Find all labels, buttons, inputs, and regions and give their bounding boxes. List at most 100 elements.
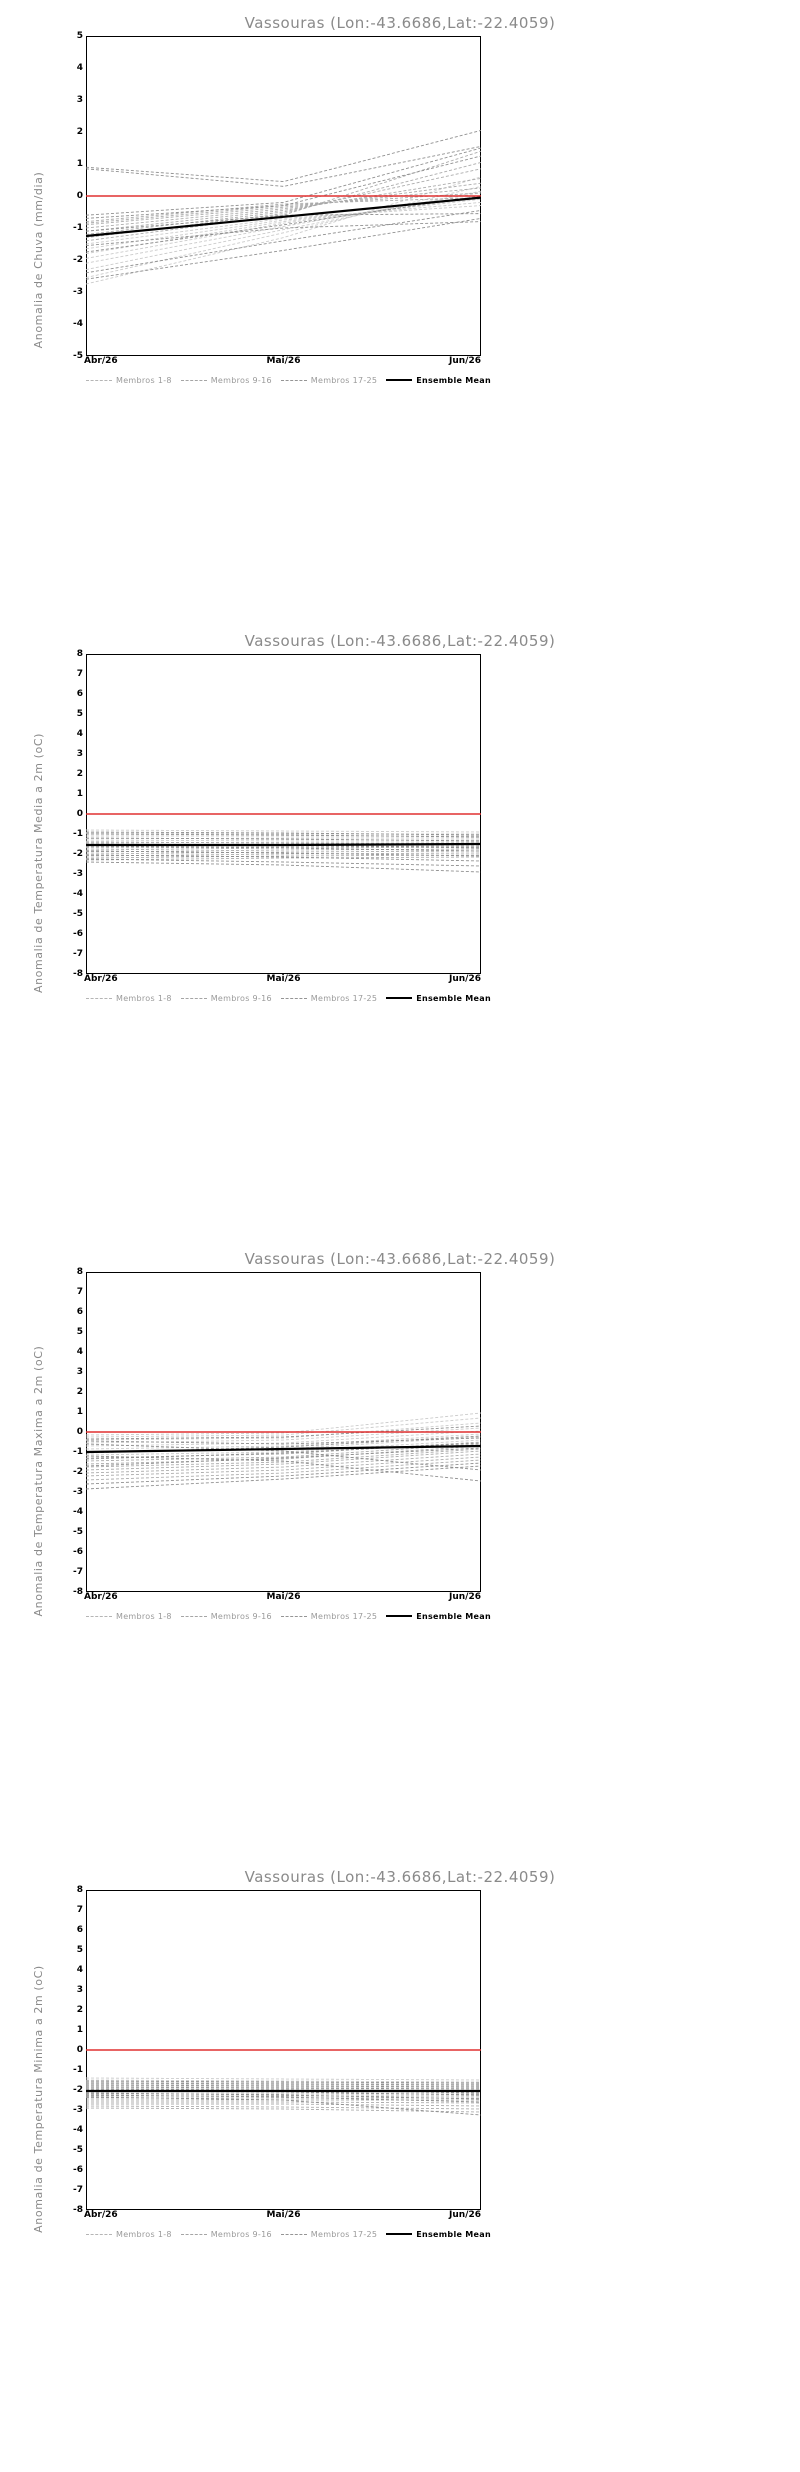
- legend-item[interactable]: Membros 1-8: [86, 376, 172, 385]
- y-axis-label: Anomalia de Temperatura Minima a 2m (oC): [32, 1965, 45, 2233]
- legend-item[interactable]: Membros 1-8: [86, 1612, 172, 1621]
- legend-item[interactable]: Ensemble Mean: [386, 2230, 491, 2239]
- y-tick-label: -2: [73, 255, 83, 265]
- plot-lines: [86, 129, 481, 285]
- x-tick-label: Jun/26: [449, 974, 481, 984]
- legend-item[interactable]: Membros 9-16: [180, 2230, 272, 2239]
- legend-item[interactable]: Membros 17-25: [280, 375, 378, 385]
- series-line: [86, 1450, 481, 1471]
- series-line: [86, 168, 481, 235]
- legend-line-icon: [180, 379, 207, 381]
- legend-line-icon: [86, 2233, 112, 2235]
- legend-item[interactable]: Membros 1-8: [86, 994, 172, 1003]
- y-tick-label: 8: [76, 1885, 83, 1895]
- series-line: [86, 1433, 481, 1450]
- series-line: [86, 1462, 481, 1485]
- legend-line-icon: [86, 379, 112, 381]
- y-tick-label: 6: [76, 1307, 83, 1317]
- y-tick-label: -1: [73, 223, 83, 233]
- legend: Membros 1-8 Membros 9-16 Membros 17-25 Ense…: [86, 990, 491, 1006]
- legend-item-label: Membros 17-25: [310, 375, 378, 385]
- y-tick-label: -8: [73, 2205, 83, 2215]
- x-tick-label: Abr/26: [84, 2210, 118, 2220]
- legend-item-label: Membros 9-16: [210, 1611, 272, 1621]
- legend-line-icon: [280, 379, 307, 381]
- series-line: [86, 2094, 481, 2103]
- series-line: [86, 195, 481, 253]
- y-tick-label: -8: [73, 1587, 83, 1597]
- legend-item[interactable]: Membros 9-16: [180, 1611, 272, 1621]
- y-tick-label: 8: [76, 649, 83, 659]
- series-line: [86, 839, 481, 842]
- legend-item[interactable]: Ensemble Mean: [386, 376, 491, 385]
- series-line: [86, 845, 481, 852]
- y-tick-label: -1: [73, 2065, 83, 2075]
- y-tick-label: -5: [73, 351, 83, 361]
- y-tick-label: 4: [76, 1347, 83, 1357]
- y-tick-label: -6: [73, 1547, 83, 1557]
- legend-item[interactable]: Membros 9-16: [180, 993, 272, 1003]
- y-tick-label: -4: [73, 2125, 83, 2135]
- legend-item[interactable]: Membros 17-25: [280, 1612, 378, 1621]
- legend-item[interactable]: Ensemble Mean: [386, 1612, 491, 1621]
- y-tick-label: -5: [73, 2145, 83, 2155]
- x-axis-ticks: Abr/26 Mai/26 Jun/26: [84, 1592, 481, 1606]
- y-tick-label: -3: [73, 1487, 83, 1497]
- y-axis-ticks: -5 -4 -3 -2 -1 0 1 2 3 4 5: [52, 31, 86, 361]
- y-tick-label: 4: [76, 63, 83, 73]
- legend-item[interactable]: Membros 9-16: [180, 376, 272, 385]
- y-tick-label: 3: [76, 95, 83, 105]
- y-tick-label: -2: [73, 849, 83, 859]
- y-tick-label: 2: [76, 769, 83, 779]
- series-line: [86, 2084, 481, 2088]
- series-line: [86, 2080, 481, 2084]
- series-line: [86, 192, 481, 264]
- y-axis-ticks: -8 -7 -6 -5 -4 -3 -2 -1 0 1 2 3 4 5 6 7 8: [52, 1885, 86, 2215]
- y-tick-label: 2: [76, 2005, 83, 2015]
- y-tick-label: 4: [76, 729, 83, 739]
- legend-item[interactable]: Membros 1-8: [86, 2230, 172, 2239]
- legend-line-icon: [280, 2233, 307, 2235]
- y-tick-label: -6: [73, 2165, 83, 2175]
- legend-item[interactable]: Membros 17-25: [280, 2230, 378, 2239]
- series-line: [86, 833, 481, 838]
- legend: Membros 1-8 Membros 9-16 Membros 17-25 Ense…: [86, 2226, 491, 2242]
- series-line: [86, 1448, 481, 1468]
- legend-line-icon: [86, 1615, 112, 1617]
- plot-lines: [86, 2049, 481, 2116]
- y-tick-label: -1: [73, 829, 83, 839]
- legend-line-icon: [180, 2233, 207, 2235]
- y-tick-label: 7: [76, 1905, 83, 1915]
- y-tick-label: 3: [76, 1367, 83, 1377]
- legend-item[interactable]: Membros 17-25: [280, 994, 378, 1003]
- legend-line-icon: [386, 2233, 413, 2235]
- y-tick-label: -8: [73, 969, 83, 979]
- legend-item-label: Ensemble Mean: [416, 993, 491, 1003]
- legend-item-label: Membros 9-16: [210, 993, 272, 1003]
- series-line: [86, 2103, 481, 2107]
- legend-line-icon: [180, 1615, 207, 1617]
- y-tick-label: 0: [76, 809, 83, 819]
- series-line: [86, 1453, 481, 1474]
- y-tick-label: -4: [73, 319, 83, 329]
- x-axis-ticks: Abr/26 Mai/26 Jun/26: [84, 2210, 481, 2224]
- y-tick-label: 3: [76, 1985, 83, 1995]
- series-line: [86, 2083, 481, 2087]
- y-tick-label: 6: [76, 1925, 83, 1935]
- y-tick-label: 5: [76, 31, 83, 41]
- y-tick-label: -4: [73, 889, 83, 899]
- chart-panel-3: Vassouras (Lon:-43.6686,Lat:-22.4059) An…: [0, 1236, 800, 1854]
- series-line: [86, 197, 481, 223]
- series-line: [86, 201, 481, 250]
- y-tick-label: 1: [76, 2025, 83, 2035]
- series-line: [86, 221, 481, 247]
- page-title: Vassouras (Lon:-43.6686,Lat:-22.4059): [244, 14, 556, 32]
- series-line: [86, 2101, 481, 2104]
- series-line: [86, 182, 481, 229]
- y-tick-label: -1: [73, 1447, 83, 1457]
- plot-lines: [86, 813, 481, 873]
- legend-item[interactable]: Ensemble Mean: [386, 994, 491, 1003]
- y-tick-label: -3: [73, 869, 83, 879]
- series-line: [86, 1412, 481, 1436]
